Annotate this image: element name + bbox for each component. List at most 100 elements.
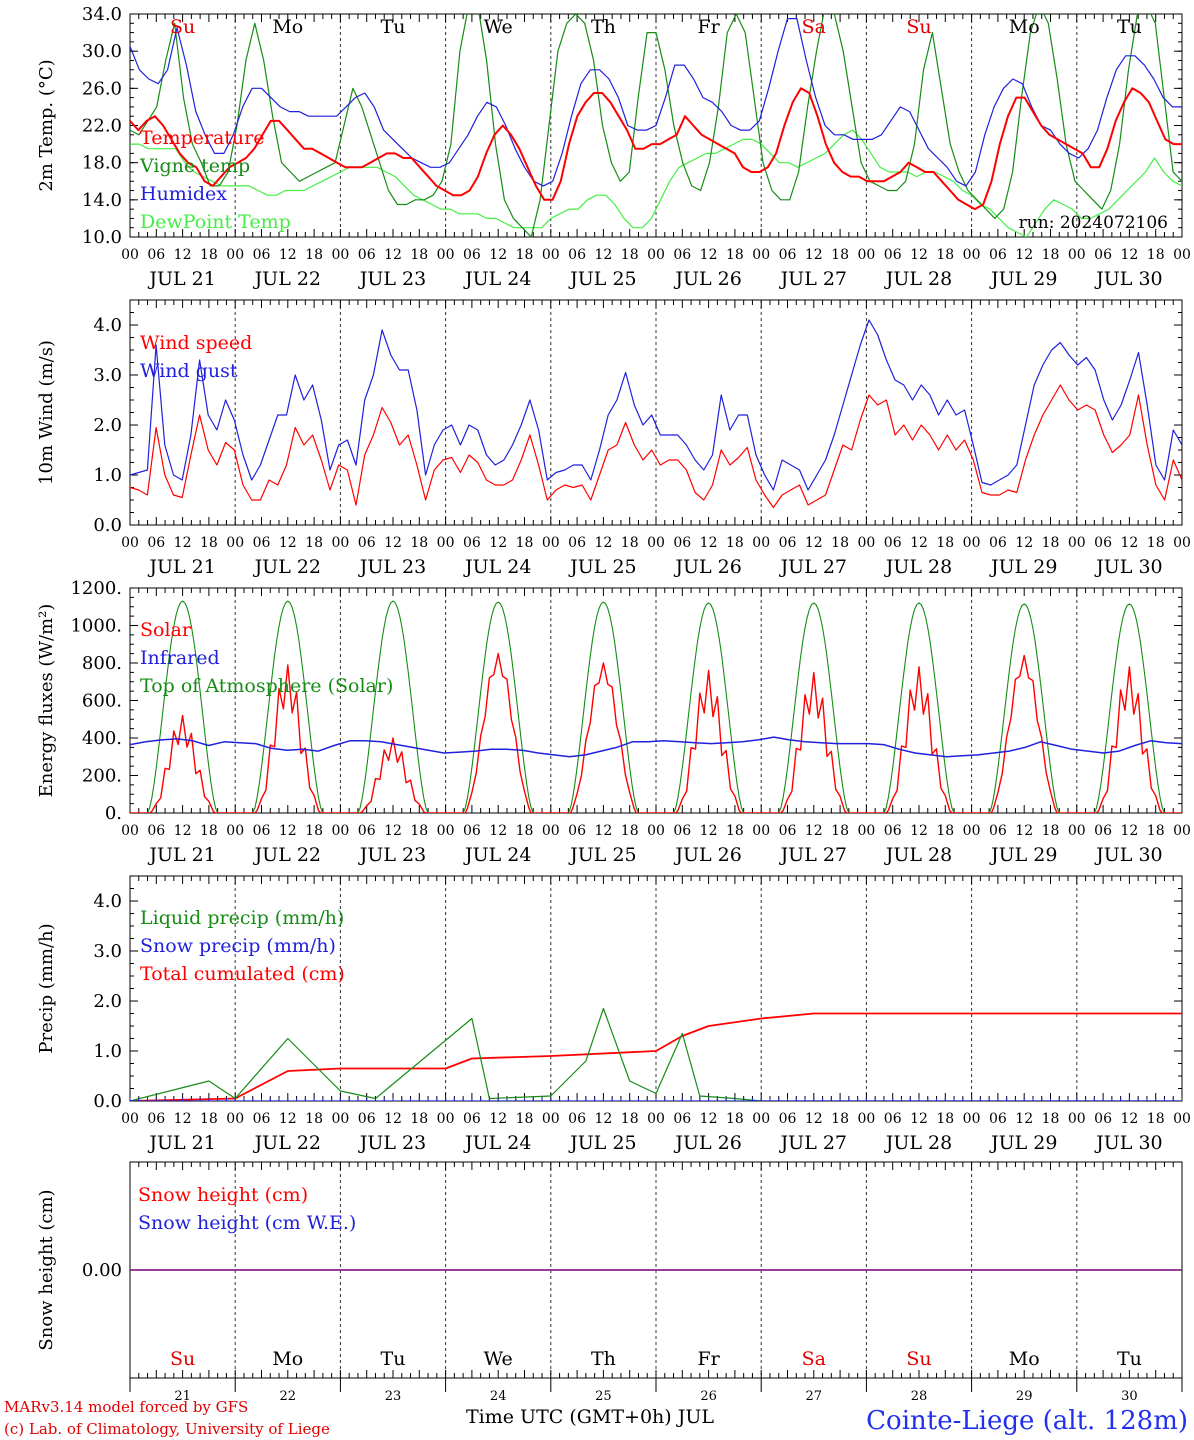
panel3-hour-label: 18: [410, 823, 428, 839]
panel2-day-label: JUL 21: [147, 556, 215, 578]
panel3-hour-label: 06: [673, 823, 691, 839]
day-number-label: 26: [700, 1389, 717, 1404]
panel2-hour-label: 00: [1068, 535, 1086, 551]
panel2-day-label: JUL 26: [673, 556, 741, 578]
panel3-legend-entry: Top of Atmosphere (Solar): [140, 675, 393, 697]
panel1-hour-label: 06: [358, 247, 376, 263]
panel2-y-axis-label: 10m Wind (m/s): [36, 340, 57, 485]
panel2-hour-label: 18: [410, 535, 428, 551]
panel3-series-infrared: [130, 736, 1182, 758]
panel1-hour-label: 06: [779, 247, 797, 263]
panel4-day-label: JUL 23: [358, 1132, 426, 1154]
panel1-hour-label: 18: [831, 247, 849, 263]
panel2-hour-label: 12: [910, 535, 928, 551]
panel1-hour-label: 00: [121, 247, 139, 263]
panel4-hour-label: 06: [568, 1111, 586, 1127]
panel1-hour-label: 18: [621, 247, 639, 263]
panel3-hour-label: 12: [700, 823, 718, 839]
panel2-hour-label: 06: [989, 535, 1007, 551]
panel3-hour-label: 12: [805, 823, 823, 839]
panel1-hour-label: 00: [542, 247, 560, 263]
panel4-hour-label: 12: [1120, 1111, 1138, 1127]
panel1-hour-label: 12: [174, 247, 192, 263]
panel3-day-label: JUL 21: [147, 844, 215, 866]
panel3-hour-label: 18: [516, 823, 534, 839]
panel1-series-dewpoint-temp: [130, 129, 1182, 237]
panel4-ytick-label: 0.0: [93, 1091, 122, 1112]
panel3-ytick-label: 1200.: [70, 578, 122, 599]
panel4-ytick-label: 1.0: [93, 1041, 122, 1062]
panel2-ytick-label: 4.0: [93, 315, 122, 336]
panel2-hour-label: 18: [1042, 535, 1060, 551]
panel2-hour-label: 00: [1173, 535, 1191, 551]
panel1-day-label: JUL 27: [779, 268, 847, 290]
panel3-hour-label: 06: [779, 823, 797, 839]
panel1-hour-label: 18: [936, 247, 954, 263]
panel4-day-label: JUL 26: [673, 1132, 741, 1154]
snow-weekday-label: Tu: [381, 1348, 406, 1370]
panel4-hour-label: 12: [174, 1111, 192, 1127]
panel1-hour-label: 06: [673, 247, 691, 263]
panel4-hour-label: 00: [121, 1111, 139, 1127]
panel1-hour-label: 12: [910, 247, 928, 263]
panel3-hour-label: 06: [147, 823, 165, 839]
panel1-series-humidex: [130, 18, 1182, 187]
panel1-hour-label: 12: [384, 247, 402, 263]
panel4-day-label: JUL 22: [253, 1132, 321, 1154]
panel3-hour-label: 12: [1015, 823, 1033, 839]
panel1-hour-label: 00: [752, 247, 770, 263]
panel1-hour-label: 06: [1094, 247, 1112, 263]
panel4-ytick-label: 3.0: [93, 941, 122, 962]
panel3-day-label: JUL 26: [673, 844, 741, 866]
panel2-hour-label: 12: [805, 535, 823, 551]
panel1-ytick-label: 22.0: [82, 116, 122, 137]
x-axis-title: Time UTC (GMT+0h) JUL: [466, 1406, 714, 1428]
panel4-day-label: JUL 27: [779, 1132, 847, 1154]
panel1-day-label: JUL 24: [463, 268, 531, 290]
panel1-hour-label: 00: [437, 247, 455, 263]
panel2-hour-label: 00: [226, 535, 244, 551]
panel4-hour-label: 12: [1015, 1111, 1033, 1127]
panel2-hour-label: 06: [147, 535, 165, 551]
panel2-hour-label: 00: [542, 535, 560, 551]
panel2-series-wind-gust: [130, 319, 1182, 491]
panel4-hour-label: 18: [305, 1111, 323, 1127]
snow-weekday-label: Mo: [272, 1348, 303, 1370]
panel2-hour-label: 18: [1147, 535, 1165, 551]
day-number-label: 21: [174, 1389, 191, 1404]
day-number-label: 29: [1016, 1389, 1033, 1404]
panel1-y-axis-label: 2m Temp. (°C): [36, 59, 57, 191]
panel2-hour-label: 12: [384, 535, 402, 551]
day-number-label: 27: [806, 1389, 823, 1404]
panel3-ytick-label: 200.: [82, 766, 122, 787]
panel1-hour-label: 00: [1068, 247, 1086, 263]
panel3-series-solar: [130, 652, 1182, 813]
temp-weekday-label: Tu: [381, 16, 406, 38]
panel3-day-label: JUL 30: [1094, 844, 1162, 866]
panel4-day-label: JUL 28: [884, 1132, 952, 1154]
panel1-series-vigne-temp: [130, 14, 1182, 237]
panel1-hour-label: 18: [410, 247, 428, 263]
panel3-hour-label: 00: [226, 823, 244, 839]
panel2-ytick-label: 2.0: [93, 415, 122, 436]
panel1-hour-label: 00: [1173, 247, 1191, 263]
panel2-hour-label: 00: [752, 535, 770, 551]
panel1-hour-label: 18: [305, 247, 323, 263]
panel1-day-label: JUL 29: [989, 268, 1057, 290]
panel1-ytick-label: 14.0: [82, 190, 122, 211]
panel3-y-axis-label: Energy fluxes (W/m²): [36, 604, 57, 798]
panel4-day-label: JUL 24: [463, 1132, 531, 1154]
panel1-hour-label: 06: [884, 247, 902, 263]
panel4-hour-label: 18: [936, 1111, 954, 1127]
panel4-day-label: JUL 25: [568, 1132, 636, 1154]
panel2-hour-label: 12: [279, 535, 297, 551]
panel4-ytick-label: 2.0: [93, 991, 122, 1012]
panel3-hour-label: 18: [1147, 823, 1165, 839]
footer-lab-credit: (c) Lab. of Climatology, University of L…: [4, 1420, 330, 1438]
panel1-day-label: JUL 28: [884, 268, 952, 290]
panel3-hour-label: 12: [910, 823, 928, 839]
panel2-frame: [129, 299, 1183, 526]
panel3-hour-label: 12: [384, 823, 402, 839]
panel3-ytick-label: 800.: [82, 653, 122, 674]
panel2-hour-label: 00: [963, 535, 981, 551]
